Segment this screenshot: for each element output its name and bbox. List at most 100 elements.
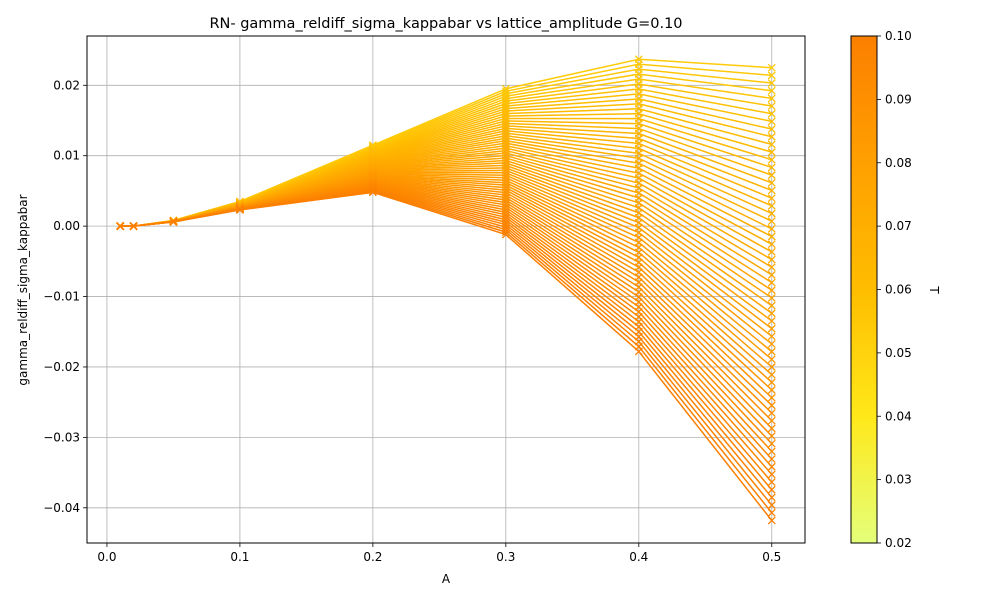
data-point-marker	[767, 286, 776, 295]
data-point-marker	[767, 332, 776, 341]
data-point-marker	[767, 86, 776, 95]
data-point-marker	[767, 224, 776, 233]
data-point-marker	[767, 424, 776, 433]
series-layer	[116, 55, 776, 525]
data-point-marker	[767, 163, 776, 172]
colorbar-tick-label: 0.08	[885, 156, 912, 170]
data-point-marker	[767, 132, 776, 141]
data-point-marker	[767, 293, 776, 302]
data-point-marker	[767, 178, 776, 187]
data-point-marker	[767, 355, 776, 364]
x-tick-label: 0.4	[629, 550, 648, 564]
colorbar	[850, 35, 878, 544]
data-point-marker	[169, 217, 178, 226]
data-point-marker	[767, 493, 776, 502]
data-point-marker	[767, 140, 776, 149]
data-point-marker	[767, 155, 776, 164]
data-point-marker	[767, 194, 776, 203]
colorbar-tick-label: 0.07	[885, 219, 912, 233]
data-point-marker	[767, 439, 776, 448]
data-point-marker	[767, 79, 776, 87]
series-T-0.0932	[116, 184, 776, 487]
data-point-marker	[767, 232, 776, 241]
series-line	[120, 185, 773, 468]
series-line	[120, 184, 773, 452]
data-point-marker	[767, 462, 776, 471]
colorbar-tick-label: 0.05	[885, 346, 912, 360]
series-line	[120, 182, 773, 437]
series-T-0.0851	[116, 179, 776, 441]
colorbar-tick-label: 0.04	[885, 409, 912, 423]
data-point-marker	[767, 485, 776, 494]
data-point-marker	[767, 470, 776, 479]
data-point-marker	[767, 416, 776, 425]
y-tick-label: −0.03	[43, 430, 80, 444]
series-line	[120, 189, 773, 498]
data-point-marker	[767, 270, 776, 279]
data-point-marker	[767, 309, 776, 318]
colorbar-label: T	[927, 285, 941, 294]
data-point-marker	[767, 102, 776, 111]
y-tick-label: 0.01	[53, 149, 80, 163]
y-tick-label: 0.00	[53, 219, 80, 233]
x-axis-label: A	[442, 572, 451, 586]
data-point-marker	[767, 393, 776, 402]
y-ticks: −0.04 −0.03 −0.02 −0.01 0.00 0.01 0.02	[43, 78, 87, 515]
colorbar-ticks: 0.02 0.03 0.04 0.05 0.06 0.07 0.08 0.09 0.10	[877, 29, 912, 550]
colorbar-tick-label: 0.02	[885, 536, 912, 550]
data-point-marker	[767, 370, 776, 379]
series-T-0.0946	[116, 185, 776, 494]
data-point-marker	[767, 186, 776, 195]
x-tick-label: 0.0	[97, 550, 116, 564]
data-point-marker	[767, 278, 776, 287]
data-point-marker	[767, 340, 776, 348]
data-point-marker	[767, 255, 776, 264]
series-line	[120, 186, 773, 475]
data-point-marker	[767, 63, 776, 72]
data-point-marker	[767, 516, 776, 525]
x-ticks: 0.0 0.1 0.2 0.3 0.4 0.5	[97, 543, 781, 564]
data-point-marker	[767, 171, 776, 180]
x-tick-label: 0.5	[762, 550, 781, 564]
x-tick-label: 0.3	[496, 550, 515, 564]
data-point-marker	[767, 363, 776, 371]
series-line	[120, 191, 773, 521]
data-point-marker	[767, 148, 776, 157]
data-point-marker	[767, 324, 776, 333]
plot-frame	[86, 35, 806, 544]
x-tick-label: 0.1	[230, 550, 249, 564]
data-point-marker	[767, 94, 776, 103]
series-T-0.0892	[116, 181, 776, 464]
data-point-marker	[767, 301, 776, 310]
data-point-marker	[235, 205, 244, 214]
data-point-marker	[501, 230, 510, 239]
data-point-marker	[767, 501, 776, 510]
data-point-marker	[634, 347, 643, 356]
data-point-marker	[116, 222, 125, 231]
data-point-marker	[129, 222, 138, 231]
data-point-marker	[767, 209, 776, 218]
data-point-marker	[767, 247, 776, 256]
y-tick-label: −0.04	[43, 501, 80, 515]
y-axis-label: gamma_reldiff_sigma_kappabar	[16, 194, 30, 385]
data-point-marker	[368, 188, 377, 197]
series-line	[120, 190, 773, 514]
data-point-marker	[767, 401, 776, 410]
x-tick-label: 0.2	[363, 550, 382, 564]
data-point-marker	[767, 455, 776, 464]
data-point-marker	[767, 201, 776, 210]
data-point-marker	[767, 478, 776, 487]
colorbar-tick-label: 0.06	[885, 283, 912, 297]
y-tick-label: −0.01	[43, 290, 80, 304]
data-point-marker	[767, 125, 776, 134]
data-point-marker	[767, 447, 776, 456]
colorbar-tick-label: 0.10	[885, 29, 912, 43]
colorbar-tick-label: 0.03	[885, 473, 912, 487]
chart-title: RN- gamma_reldiff_sigma_kappabar vs latt…	[209, 16, 682, 32]
data-point-marker	[767, 508, 776, 517]
series-T-0.1000	[116, 188, 776, 525]
data-point-marker	[767, 117, 776, 126]
data-point-marker	[767, 409, 776, 417]
